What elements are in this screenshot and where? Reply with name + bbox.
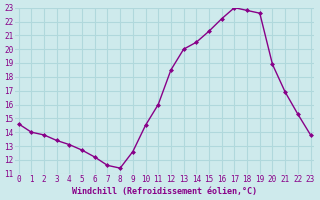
X-axis label: Windchill (Refroidissement éolien,°C): Windchill (Refroidissement éolien,°C) — [72, 187, 257, 196]
